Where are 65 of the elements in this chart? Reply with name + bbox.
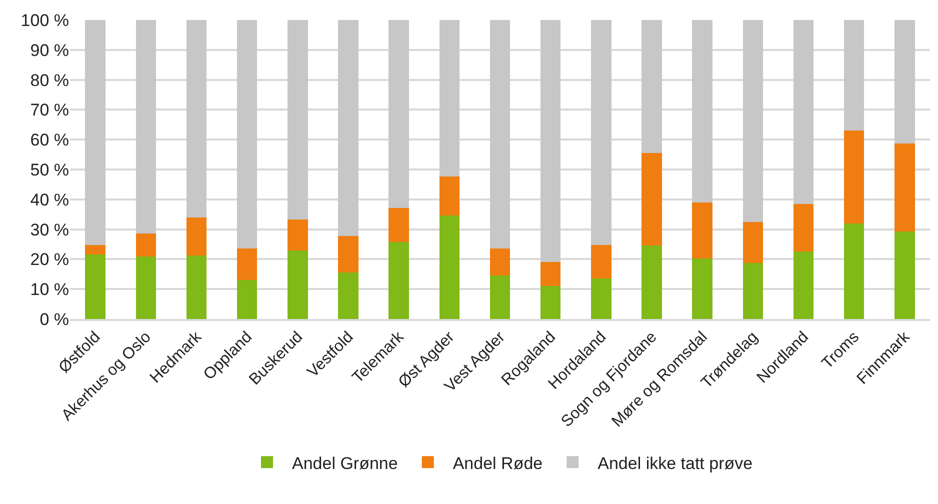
y-tick-label: 50 %: [30, 160, 69, 180]
bar: [692, 20, 712, 203]
bar: [85, 20, 106, 245]
y-tick-label: 90 %: [30, 40, 69, 60]
bar: [288, 250, 308, 319]
y-tick-label: 10 %: [30, 280, 69, 300]
y-tick-label: 40 %: [30, 190, 69, 210]
bar: [591, 244, 612, 278]
bar: [236, 20, 258, 249]
bar: [642, 152, 662, 246]
bar: [338, 272, 358, 319]
bar: [388, 242, 409, 319]
y-tick-label: 30 %: [30, 220, 69, 240]
legend-label: Andel Røde: [452, 454, 543, 473]
bar: [186, 256, 207, 319]
y-tick-label: 60 %: [30, 130, 69, 150]
bar: [642, 245, 662, 319]
bar: [793, 204, 814, 252]
bar: [136, 256, 156, 319]
bar: [288, 220, 308, 251]
bar: [136, 20, 156, 234]
bar: [894, 20, 915, 144]
bar: [844, 223, 864, 319]
bar: [540, 286, 561, 319]
y-tick-label: 70 %: [30, 100, 69, 120]
bar: [540, 20, 561, 262]
bar: [186, 218, 207, 256]
bar: [186, 20, 207, 218]
bar: [338, 236, 358, 273]
bar: [85, 254, 106, 319]
bar: [742, 263, 764, 319]
bar: [894, 231, 915, 319]
legend-label: Andel ikke tatt prøve: [598, 454, 753, 473]
bar: [236, 280, 258, 319]
bar: [236, 248, 258, 280]
bar: [439, 216, 460, 319]
bar: [793, 20, 814, 204]
bar: [338, 20, 358, 236]
bar: [591, 20, 612, 245]
bar: [136, 233, 156, 257]
y-tick-label: 20 %: [30, 250, 69, 270]
y-tick-label: 0 %: [40, 310, 69, 329]
bar: [591, 278, 612, 319]
bar: [844, 20, 864, 131]
bar: [642, 20, 662, 153]
bar: [742, 222, 764, 264]
bar: [288, 20, 308, 220]
bar: [439, 20, 460, 177]
legend-label: Andel Grønne: [292, 454, 398, 473]
bar: [894, 143, 915, 232]
bar: [490, 248, 510, 276]
bar: [844, 130, 864, 224]
bar: [692, 258, 712, 319]
y-tick-label: 80 %: [30, 70, 69, 90]
bar: [439, 176, 460, 216]
bar: [388, 20, 409, 208]
bar: [85, 244, 106, 255]
bar: [742, 20, 764, 222]
y-tick-label: 100 %: [20, 10, 69, 30]
bar: [540, 262, 561, 286]
bar: [793, 251, 814, 319]
bar: [388, 208, 409, 242]
bar: [490, 276, 510, 319]
bar: [490, 20, 510, 249]
bar: [692, 202, 712, 259]
